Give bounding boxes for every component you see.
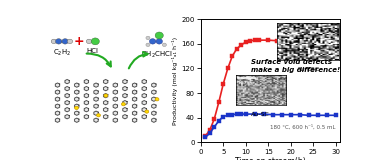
FancyArrowPatch shape xyxy=(87,54,111,66)
Polygon shape xyxy=(142,94,146,98)
Text: +: + xyxy=(73,35,84,48)
Polygon shape xyxy=(84,94,88,98)
Circle shape xyxy=(74,106,78,109)
Polygon shape xyxy=(132,118,137,122)
Polygon shape xyxy=(94,97,98,101)
Polygon shape xyxy=(123,108,127,112)
Polygon shape xyxy=(142,87,146,91)
Circle shape xyxy=(91,38,99,45)
Polygon shape xyxy=(94,118,98,122)
Polygon shape xyxy=(152,111,156,115)
Polygon shape xyxy=(74,90,79,94)
Circle shape xyxy=(149,39,156,44)
Circle shape xyxy=(97,114,101,117)
Polygon shape xyxy=(142,101,146,105)
Polygon shape xyxy=(152,118,156,122)
Polygon shape xyxy=(94,90,98,94)
Polygon shape xyxy=(132,104,137,108)
Polygon shape xyxy=(123,94,127,98)
Polygon shape xyxy=(132,97,137,101)
Text: $\mathregular{C_2H_2}$: $\mathregular{C_2H_2}$ xyxy=(53,48,71,58)
Polygon shape xyxy=(104,108,108,112)
Polygon shape xyxy=(84,115,88,119)
Polygon shape xyxy=(84,87,88,91)
Text: HCl: HCl xyxy=(87,48,99,54)
Polygon shape xyxy=(113,111,118,115)
Polygon shape xyxy=(55,90,60,94)
Polygon shape xyxy=(152,104,156,108)
Polygon shape xyxy=(113,97,118,101)
Polygon shape xyxy=(74,111,79,115)
Polygon shape xyxy=(104,101,108,105)
Polygon shape xyxy=(152,97,156,101)
Circle shape xyxy=(145,110,149,113)
Circle shape xyxy=(156,39,163,44)
Polygon shape xyxy=(55,104,60,108)
Circle shape xyxy=(146,36,150,40)
FancyArrowPatch shape xyxy=(129,52,147,68)
Polygon shape xyxy=(142,115,146,119)
Circle shape xyxy=(86,39,91,44)
Polygon shape xyxy=(123,115,127,119)
Polygon shape xyxy=(123,87,127,91)
Polygon shape xyxy=(65,115,69,119)
X-axis label: Time on stream(h): Time on stream(h) xyxy=(235,157,306,160)
Text: 180 °C, 600 h⁻¹, 0.5 mL: 180 °C, 600 h⁻¹, 0.5 mL xyxy=(271,125,336,130)
Polygon shape xyxy=(84,101,88,105)
Polygon shape xyxy=(65,108,69,112)
Polygon shape xyxy=(94,104,98,108)
Circle shape xyxy=(146,43,150,47)
Circle shape xyxy=(121,103,125,106)
Polygon shape xyxy=(74,97,79,101)
Polygon shape xyxy=(104,94,108,98)
Polygon shape xyxy=(142,108,146,112)
Polygon shape xyxy=(65,101,69,105)
Polygon shape xyxy=(55,118,60,122)
Polygon shape xyxy=(104,87,108,91)
Polygon shape xyxy=(113,118,118,122)
Y-axis label: Productivity (mol kg⁻¹ₐ₁ h⁻¹): Productivity (mol kg⁻¹ₐ₁ h⁻¹) xyxy=(172,37,178,125)
Circle shape xyxy=(155,32,163,39)
Polygon shape xyxy=(65,87,69,91)
Polygon shape xyxy=(132,90,137,94)
Polygon shape xyxy=(152,83,156,87)
Polygon shape xyxy=(74,83,79,87)
Polygon shape xyxy=(55,111,60,115)
Circle shape xyxy=(62,39,68,44)
Polygon shape xyxy=(132,111,137,115)
Polygon shape xyxy=(113,90,118,94)
Circle shape xyxy=(56,39,62,44)
Polygon shape xyxy=(65,94,69,98)
Polygon shape xyxy=(132,83,137,87)
Polygon shape xyxy=(142,80,146,84)
Polygon shape xyxy=(74,104,79,108)
Text: $\mathregular{CH_2CHCl}$: $\mathregular{CH_2CHCl}$ xyxy=(141,49,173,60)
Polygon shape xyxy=(94,83,98,87)
Circle shape xyxy=(155,98,159,101)
Polygon shape xyxy=(104,80,108,84)
Polygon shape xyxy=(74,118,79,122)
Text: Surface void defects
make a big difference!: Surface void defects make a big differen… xyxy=(251,59,340,73)
Circle shape xyxy=(162,43,166,47)
Polygon shape xyxy=(84,108,88,112)
Polygon shape xyxy=(55,97,60,101)
Circle shape xyxy=(67,39,73,44)
Polygon shape xyxy=(113,104,118,108)
Polygon shape xyxy=(55,83,60,87)
Polygon shape xyxy=(123,80,127,84)
Circle shape xyxy=(51,39,56,44)
Polygon shape xyxy=(65,80,69,84)
Polygon shape xyxy=(84,80,88,84)
Polygon shape xyxy=(94,111,98,115)
Polygon shape xyxy=(113,83,118,87)
Circle shape xyxy=(104,94,108,97)
Polygon shape xyxy=(152,90,156,94)
Polygon shape xyxy=(104,115,108,119)
Polygon shape xyxy=(123,101,127,105)
